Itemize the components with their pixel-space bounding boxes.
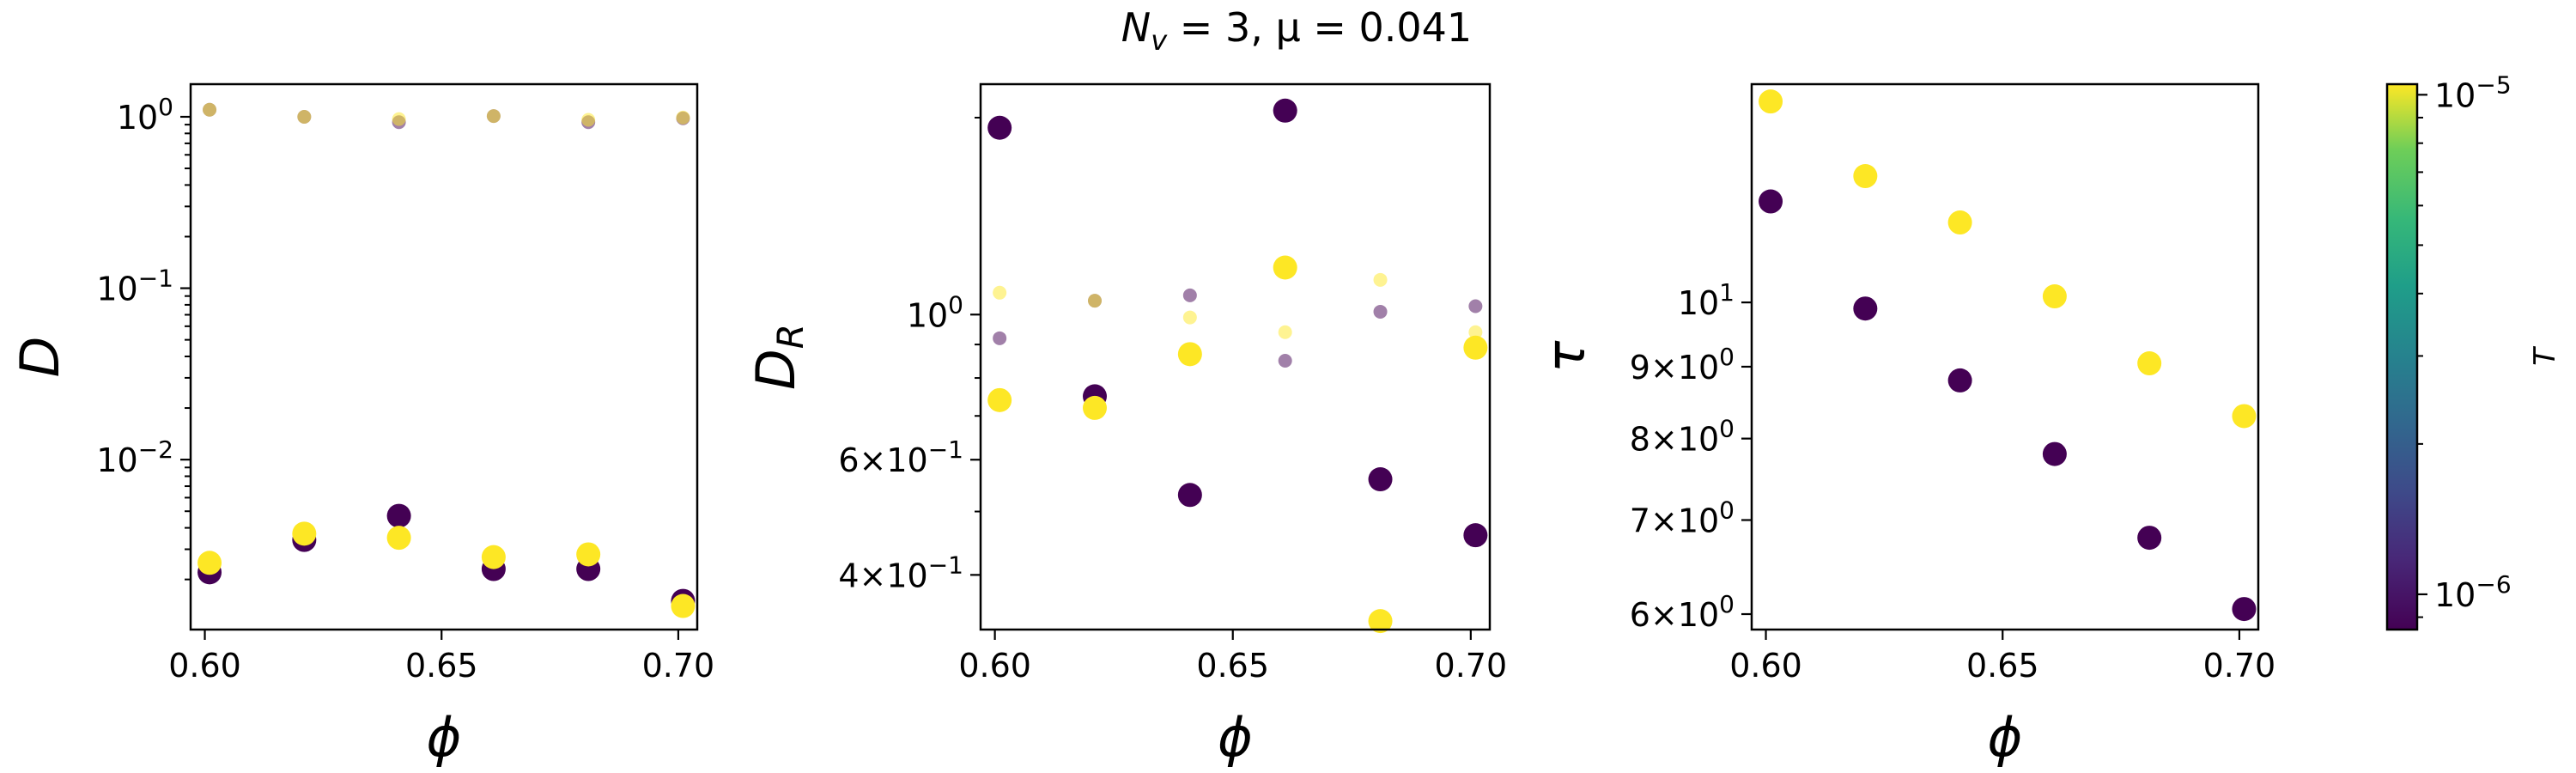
- y-tick-label: 9×100: [1630, 343, 1735, 386]
- panels: 0.60 0.65 0.70 100 10−1 10−2 ϕ D 0.60 0.65 0.70 100…: [9, 82, 2276, 769]
- y-axis-label: τ: [1534, 340, 1597, 373]
- y-tick-label: 10−2: [96, 435, 173, 479]
- data-point: [1373, 272, 1388, 287]
- data-point: [392, 112, 406, 126]
- data-point: [2232, 404, 2257, 429]
- x-axis-label: ϕ: [1988, 706, 2023, 769]
- x-axis-label: ϕ: [427, 706, 462, 769]
- axes-frame: [979, 82, 1492, 631]
- data-point: [1373, 304, 1388, 319]
- data-point: [386, 526, 411, 551]
- y-tick-label: 6×100: [1630, 590, 1735, 634]
- data-point: [1759, 189, 1783, 214]
- x-tick-label: 0.70: [2203, 647, 2276, 685]
- data-point: [203, 102, 217, 117]
- series-T-1e-5-small: [993, 272, 1483, 339]
- data-point: [1182, 310, 1197, 325]
- data-point: [1759, 89, 1783, 114]
- data-point: [2042, 441, 2067, 466]
- x-tick-label: 0.65: [1966, 647, 2039, 685]
- panel-1: 0.60 0.65 0.70 100 10−1 10−2 ϕ D: [9, 82, 715, 769]
- data-point: [486, 109, 501, 124]
- series-T-1e-5-small: [203, 102, 690, 127]
- y-tick-label: 7×100: [1630, 496, 1735, 539]
- data-point: [671, 593, 696, 618]
- data-point: [297, 109, 312, 124]
- x-tick-label: 0.60: [1729, 647, 1802, 685]
- data-point: [1947, 210, 1972, 235]
- series-T-1e-5-large: [987, 255, 1488, 634]
- data-point: [292, 521, 317, 546]
- data-point: [993, 285, 1007, 300]
- x-tick-label: 0.60: [168, 647, 241, 685]
- data-point: [481, 545, 506, 569]
- data-point: [1853, 296, 1878, 321]
- panel-3: 0.60 0.65 0.70 101 9×100 8×100 7×100 6×100 ϕ τ: [1534, 82, 2276, 769]
- data-point: [1463, 523, 1488, 548]
- data-point: [2042, 284, 2067, 309]
- y-axis-label: DR: [744, 324, 811, 390]
- data-point: [1368, 467, 1393, 492]
- series-T-1e-6-large: [987, 98, 1488, 548]
- data-point: [2137, 351, 2162, 376]
- colorbar-label: T: [2528, 346, 2562, 366]
- data-point: [576, 542, 601, 567]
- data-point: [1177, 483, 1202, 508]
- data-point: [676, 110, 690, 125]
- y-tick-label: 10−1: [96, 265, 173, 308]
- colorbar-tick-label: 10−6: [2434, 570, 2512, 614]
- data-point: [386, 503, 411, 528]
- series-T-1e-6-large: [197, 503, 696, 613]
- figure-suptitle: Nv = 3, μ = 0.041: [1121, 4, 1472, 57]
- y-tick-label: 101: [1678, 278, 1735, 322]
- y-tick-label: 6×10−1: [838, 435, 963, 479]
- data-point: [1273, 255, 1297, 280]
- data-point: [987, 115, 1012, 140]
- data-point: [581, 113, 596, 127]
- series-T-1e-6-small: [203, 102, 690, 130]
- data-point: [993, 331, 1007, 345]
- colorbar-tick-label: 10−5: [2434, 70, 2512, 114]
- axes-frame: [189, 82, 699, 631]
- x-tick-label: 0.60: [958, 647, 1031, 685]
- series-T-1e-5-large: [1759, 89, 2257, 429]
- data-point: [2232, 597, 2257, 622]
- panel-2: 0.60 0.65 0.70 100 6×10−1 4×10−1 ϕ DR: [744, 82, 1508, 769]
- data-point: [1853, 164, 1878, 189]
- series-T-1e-6-large: [1759, 189, 2257, 622]
- data-point: [1947, 368, 1972, 393]
- data-point: [1468, 325, 1483, 339]
- colorbar-frame: [2385, 82, 2419, 631]
- y-tick-label: 4×10−1: [838, 551, 963, 594]
- data-point: [1278, 354, 1292, 368]
- data-point: [1088, 294, 1103, 308]
- x-tick-label: 0.65: [1196, 647, 1269, 685]
- y-tick-label: 100: [907, 290, 963, 334]
- data-point: [1468, 299, 1483, 313]
- colorbar: 10−5 10−6 T: [2385, 70, 2562, 631]
- data-point: [1083, 395, 1108, 420]
- data-point: [1177, 342, 1202, 367]
- data-point: [1273, 98, 1297, 123]
- data-point: [1182, 288, 1197, 302]
- data-point: [1278, 325, 1292, 339]
- colorbar-gradient: [2387, 84, 2417, 630]
- data-point: [1463, 335, 1488, 360]
- x-axis-label: ϕ: [1218, 706, 1253, 769]
- data-point: [2137, 526, 2162, 551]
- y-tick-label: 8×100: [1630, 415, 1735, 459]
- x-tick-label: 0.70: [642, 647, 715, 685]
- series-T-1e-5-large: [197, 521, 696, 618]
- y-tick-label: 100: [117, 93, 173, 137]
- series-T-1e-6-small: [993, 288, 1483, 368]
- axes-frame: [1750, 82, 2260, 631]
- data-point: [987, 387, 1012, 412]
- data-point: [197, 551, 222, 575]
- x-tick-label: 0.65: [405, 647, 478, 685]
- y-axis-label: D: [9, 337, 71, 378]
- data-point: [1368, 609, 1393, 634]
- x-tick-label: 0.70: [1435, 647, 1508, 685]
